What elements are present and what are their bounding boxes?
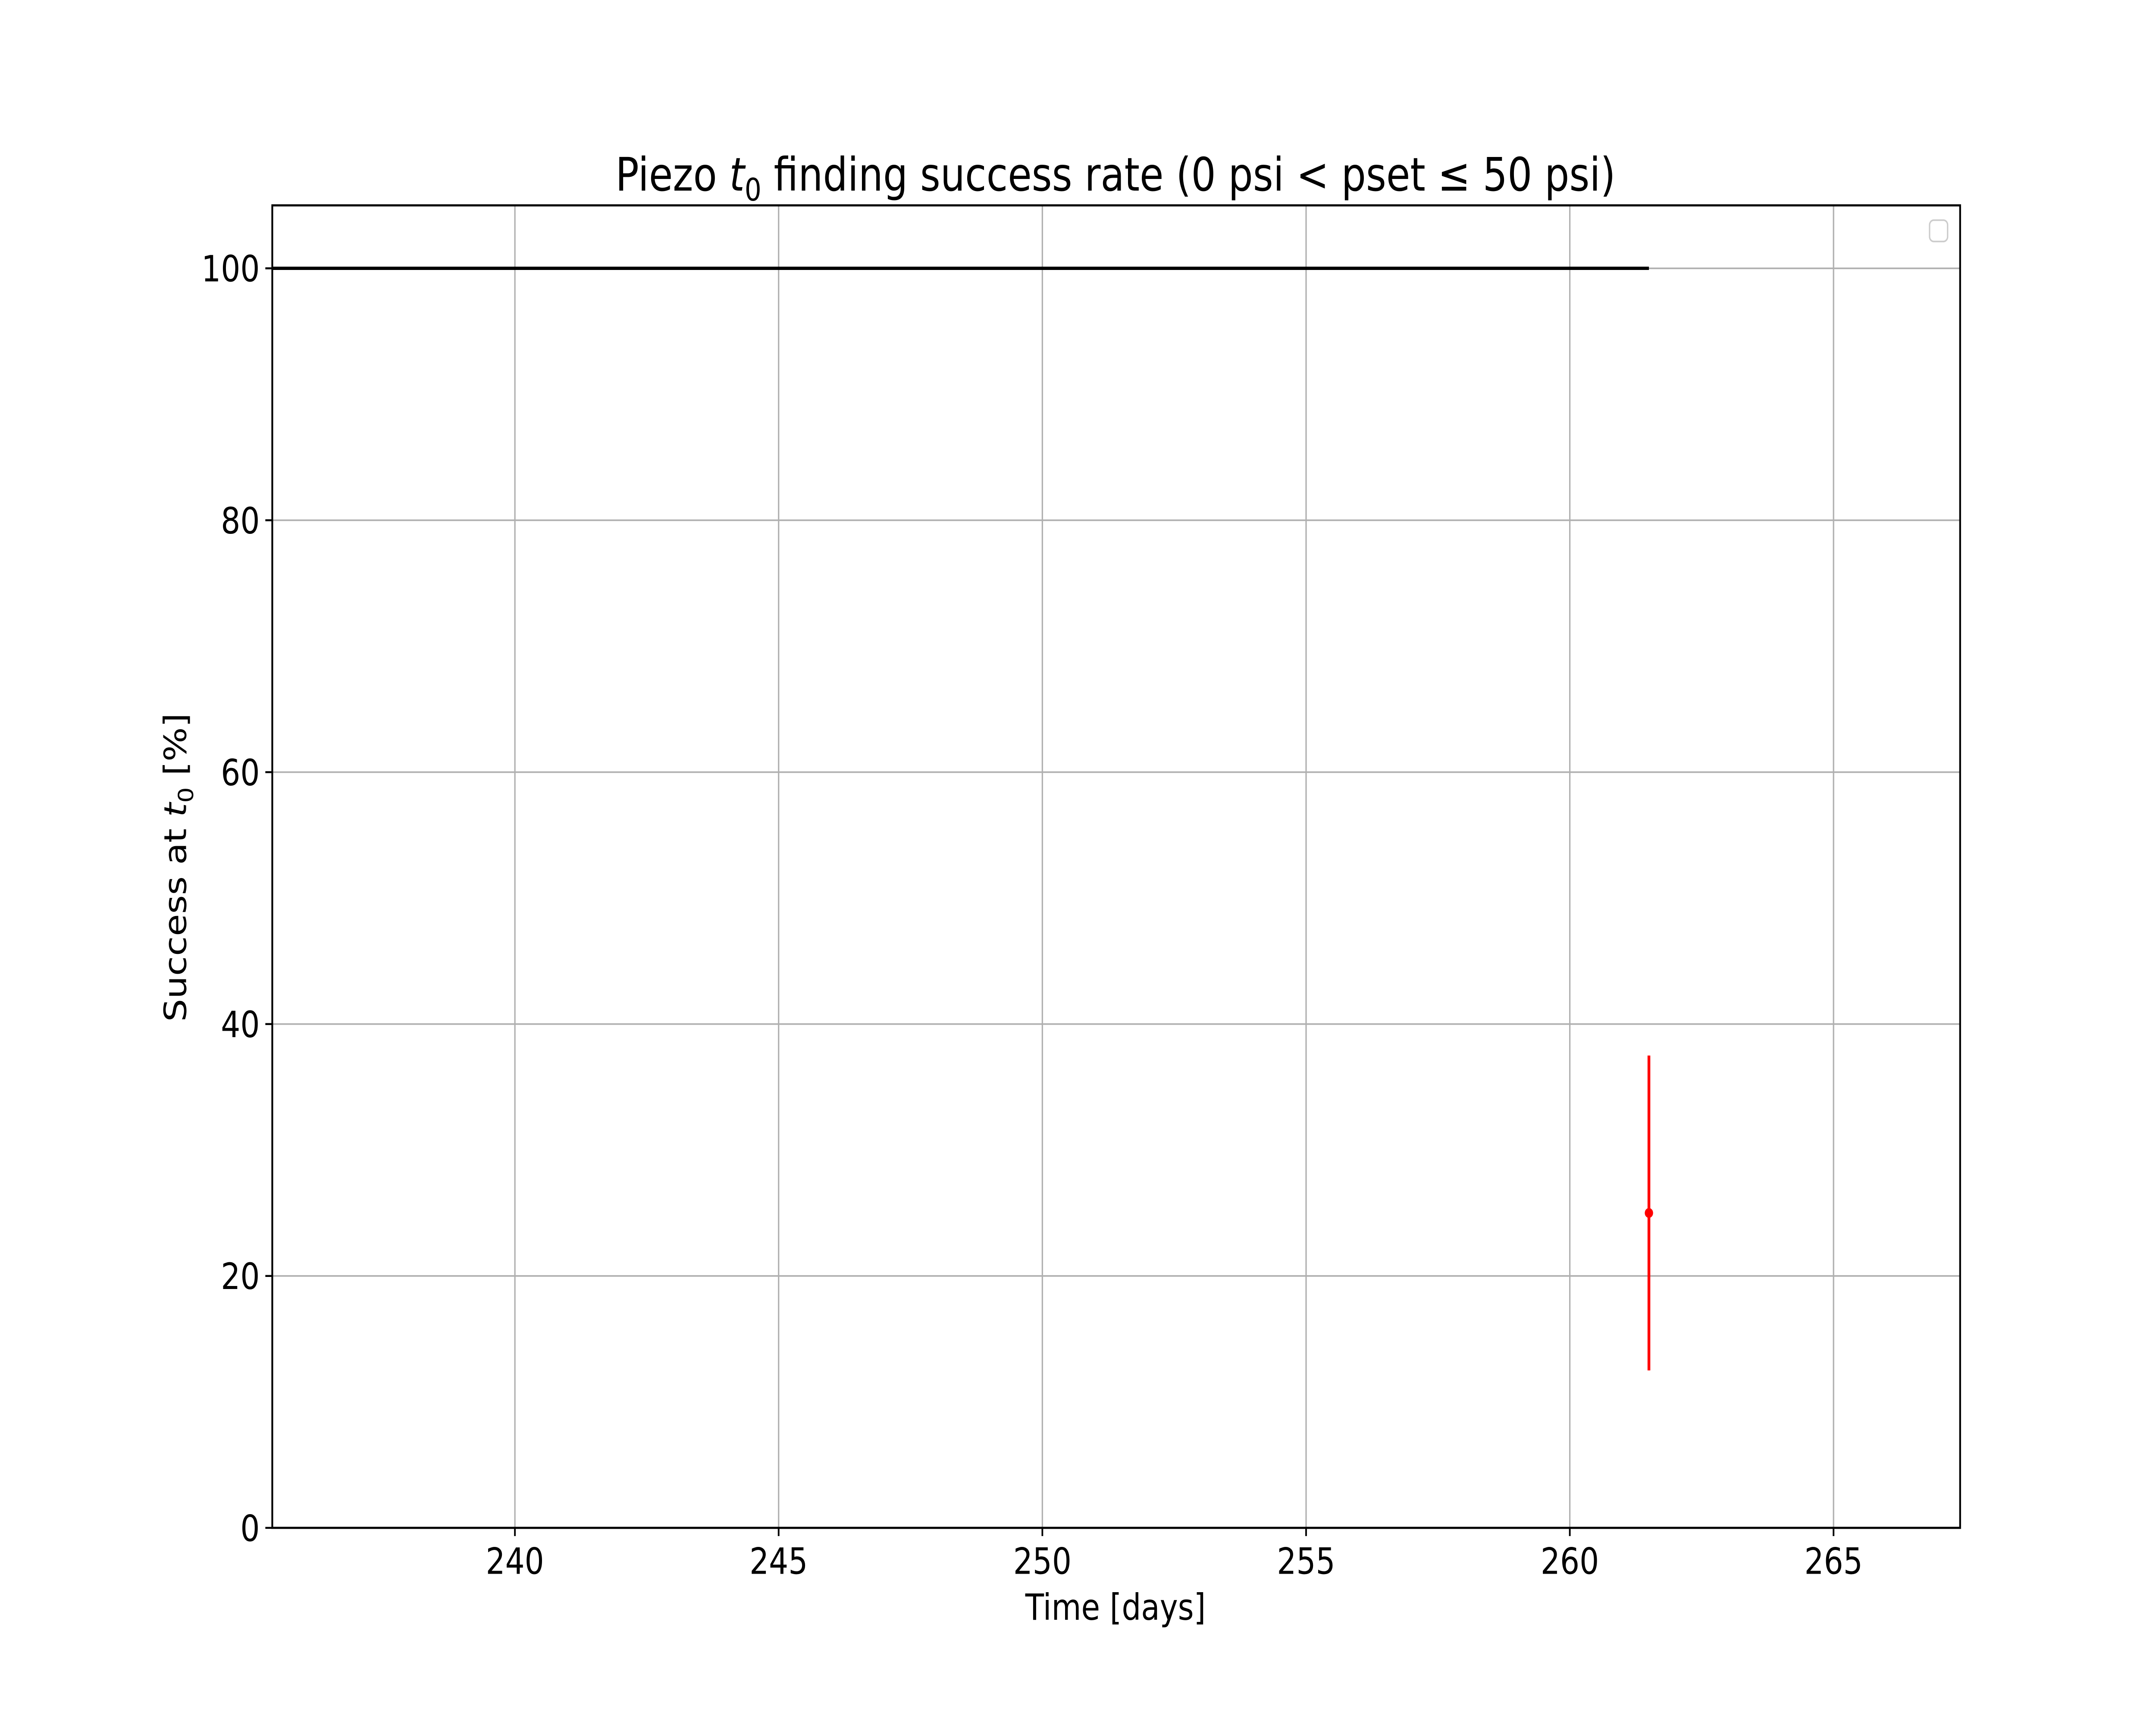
- chart-title: Piezo t0 finding success rate (0 psi < p…: [615, 148, 1615, 208]
- x-tick-label: 245: [749, 1541, 808, 1583]
- legend-box: [1929, 219, 1949, 242]
- x-tick-label: 250: [1013, 1541, 1072, 1583]
- plot-marks: [272, 267, 1653, 1371]
- x-axis-label: Time [days]: [1025, 1587, 1206, 1629]
- y-tick-label: 80: [221, 500, 260, 542]
- y-tick-label: 60: [221, 752, 260, 794]
- data-point: [1645, 1208, 1653, 1218]
- ticks: 240 245 250 255 260 265 0 20 40 60 80 100: [201, 248, 1863, 1583]
- y-tick-label: 100: [201, 248, 260, 290]
- grid: [272, 205, 1960, 1529]
- x-tick-label: 240: [486, 1541, 544, 1583]
- x-tick-label: 255: [1277, 1541, 1335, 1583]
- y-tick-label: 20: [221, 1256, 260, 1298]
- y-axis-label: Success at t0 [%]: [158, 713, 198, 1022]
- x-tick-label: 265: [1805, 1541, 1863, 1583]
- x-tick-label: 260: [1541, 1541, 1599, 1583]
- axes-frame: [271, 204, 1961, 1529]
- y-tick-label: 40: [221, 1004, 260, 1046]
- y-tick-label: 0: [240, 1508, 260, 1550]
